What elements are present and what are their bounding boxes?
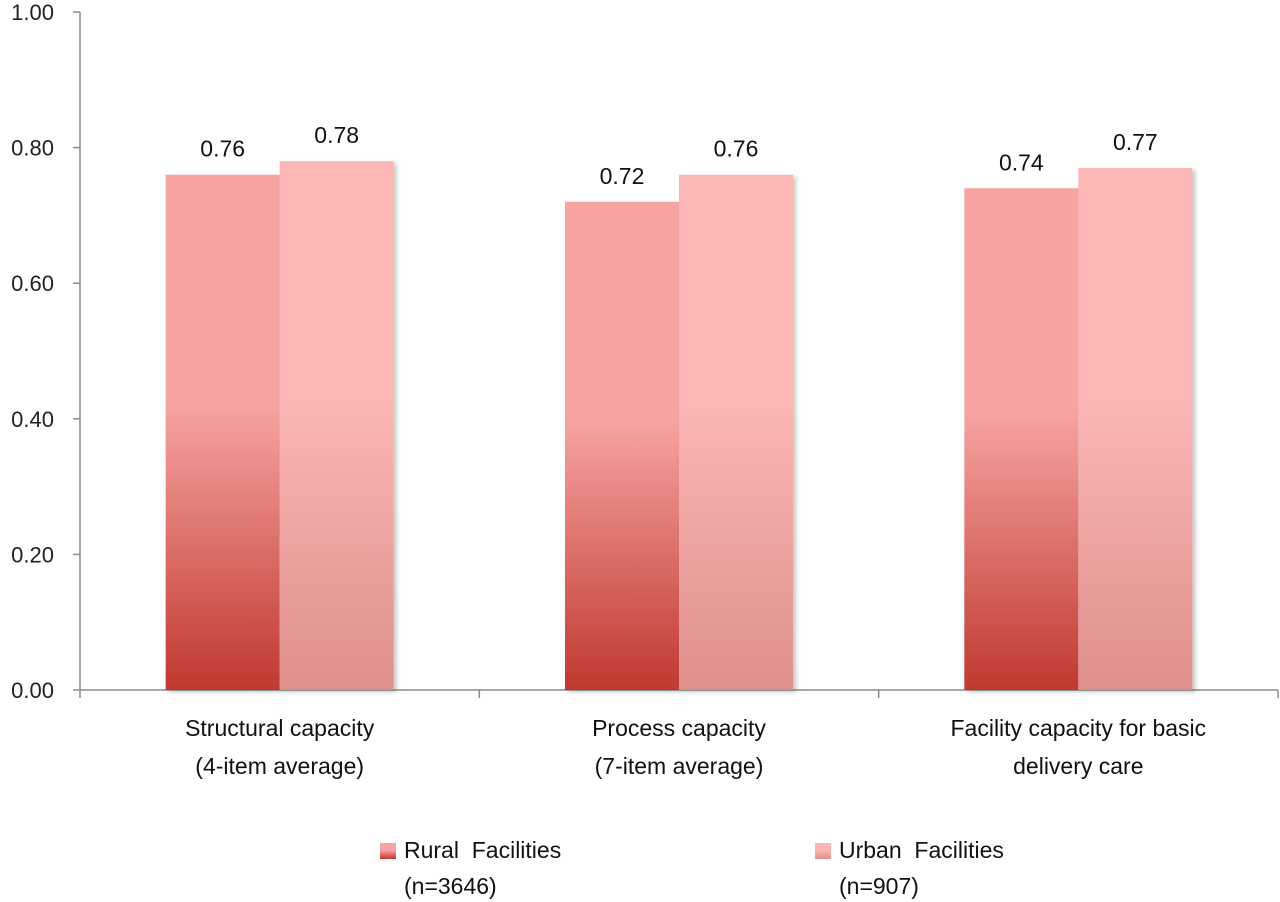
y-tick-label: 1.00 [11, 0, 54, 25]
rural-bar [165, 174, 280, 691]
legend-label: (n=3646) [404, 873, 497, 899]
x-category-label: Process capacity [592, 715, 766, 741]
data-label: 0.74 [999, 149, 1044, 175]
urban-bar [279, 161, 394, 690]
y-tick-label: 0.80 [11, 136, 54, 161]
x-category-label: Facility capacity for basic [951, 715, 1207, 741]
legend-label: Rural Facilities [404, 837, 561, 863]
data-label: 0.78 [314, 122, 359, 148]
y-tick-label: 0.40 [11, 407, 54, 432]
data-label: 0.76 [714, 136, 759, 162]
y-tick-label: 0.60 [11, 271, 54, 296]
rural-bar [964, 188, 1079, 690]
x-category-label: Structural capacity [185, 715, 375, 741]
urban-bar [1078, 167, 1193, 690]
y-tick-label: 0.20 [11, 542, 54, 567]
x-category-label: (4-item average) [195, 753, 364, 779]
x-category-label: delivery care [1013, 753, 1143, 779]
data-label: 0.77 [1113, 129, 1158, 155]
rural-bar [565, 201, 679, 690]
urban-bar [679, 174, 793, 691]
legend-label: Urban Facilities [839, 837, 1004, 863]
data-label: 0.76 [200, 136, 245, 162]
legend-swatch [380, 843, 396, 859]
legend-label: (n=907) [839, 873, 919, 899]
legend-swatch [815, 843, 831, 859]
x-category-label: (7-item average) [595, 753, 764, 779]
y-tick-label: 0.00 [11, 678, 54, 703]
data-label: 0.72 [600, 163, 645, 189]
